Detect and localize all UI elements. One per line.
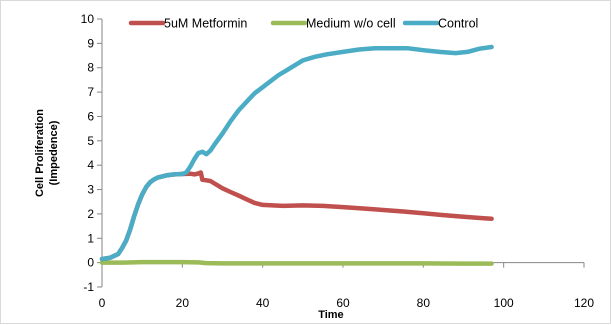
y-axis-title-line-2: (Impedence) (48, 120, 60, 185)
y-tick-label: -1 (83, 280, 94, 294)
x-tick-label: 60 (336, 296, 350, 310)
series-line-control (99, 44, 494, 262)
series-line-5um-metformin (99, 170, 494, 262)
y-tick-label: 4 (87, 158, 94, 172)
y-tick-label: 1 (87, 231, 94, 245)
x-tick-label: 0 (99, 296, 106, 310)
x-tick-label: 120 (574, 296, 594, 310)
y-tick-label: 6 (87, 109, 94, 123)
y-tick-label: 3 (87, 183, 94, 197)
series-layer (99, 44, 494, 266)
y-tick-label: 9 (87, 36, 94, 50)
x-tick-label: 100 (494, 296, 514, 310)
x-tick-label: 20 (176, 296, 190, 310)
series-line-medium-w-o-cell (99, 259, 494, 266)
x-tick-label: 40 (256, 296, 270, 310)
x-tick-label: 80 (417, 296, 431, 310)
y-tick-label: 2 (87, 207, 94, 221)
y-tick-label: 10 (81, 12, 95, 26)
legend-label-5um-metformin: 5uM Metformin (164, 17, 247, 31)
legend-label-control: Control (438, 17, 478, 31)
x-axis-title: Time (318, 309, 343, 321)
legend-label-medium-w-o-cell: Medium w/o cell (306, 17, 396, 31)
y-tick-label: 7 (87, 85, 94, 99)
y-tick-label: 5 (87, 134, 94, 148)
legend: 5uM Metformin Medium w/o cell Control (128, 17, 478, 31)
y-tick-label: 0 (87, 256, 94, 270)
y-axis-title-line-1: Cell Proliferation (34, 109, 46, 197)
y-tick-label: 8 (87, 61, 94, 75)
